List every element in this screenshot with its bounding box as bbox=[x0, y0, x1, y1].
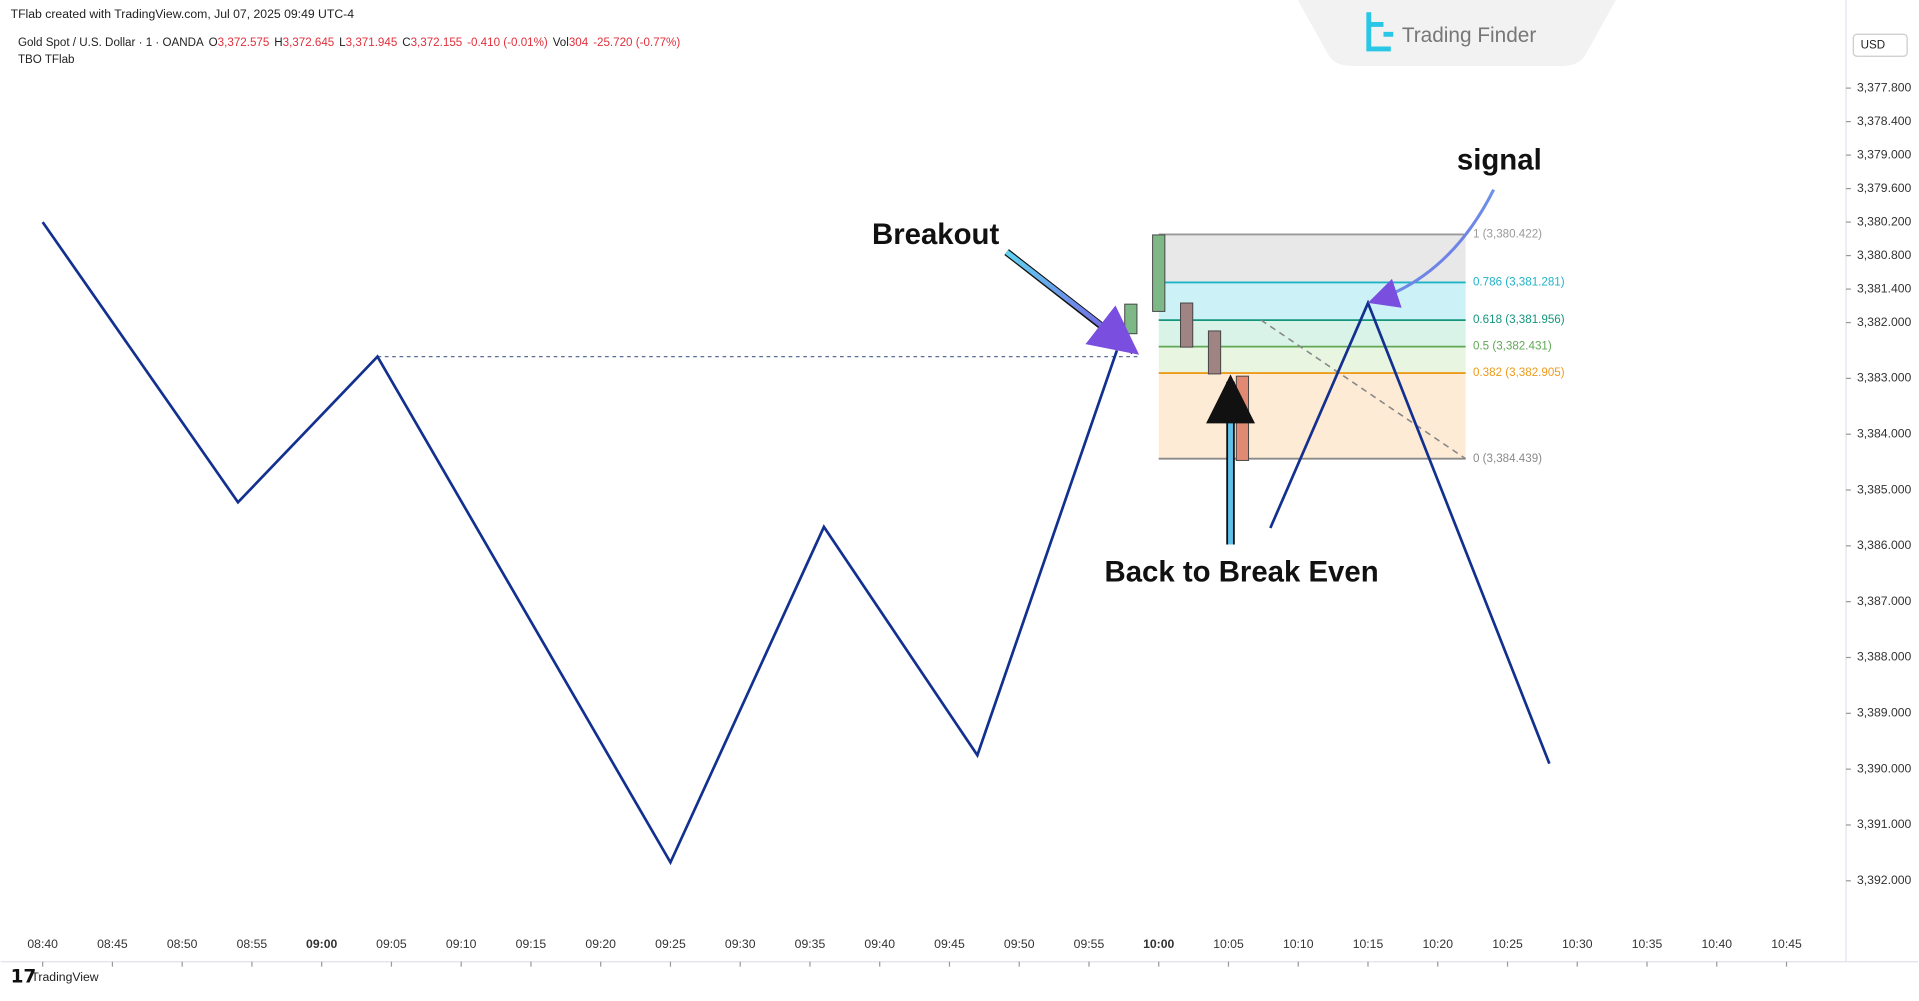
x-tick-label: 09:35 bbox=[795, 937, 826, 951]
x-tick-label: 09:45 bbox=[934, 937, 965, 951]
y-tick-label: 3,377.800 bbox=[1857, 80, 1912, 94]
fib-label: 0.382 (3,382.905) bbox=[1473, 366, 1565, 379]
signal-label: signal bbox=[1457, 143, 1542, 176]
y-tick-label: 3,380.800 bbox=[1857, 248, 1912, 262]
fib-label: 1 (3,380.422) bbox=[1473, 228, 1542, 241]
x-tick-label: 09:15 bbox=[516, 937, 547, 951]
y-tick-label: 3,382.000 bbox=[1857, 315, 1912, 329]
breakout-arrow bbox=[1005, 250, 1140, 355]
fib-label: 0.618 (3,381.956) bbox=[1473, 313, 1565, 326]
currency: USD bbox=[1861, 38, 1886, 51]
close-value: 3,372.155 bbox=[411, 36, 463, 49]
signal-arrow bbox=[1367, 188, 1495, 308]
fib-zone bbox=[1158, 234, 1466, 283]
y-tick-label: 3,378.400 bbox=[1857, 114, 1912, 128]
break-even-label: Back to Break Even bbox=[1104, 556, 1378, 589]
y-tick-label: 3,384.000 bbox=[1857, 426, 1912, 440]
y-tick-label: 3,380.200 bbox=[1857, 214, 1912, 228]
x-tick-label: 10:45 bbox=[1771, 937, 1802, 951]
x-tick-label: 09:40 bbox=[864, 937, 895, 951]
candle-body bbox=[1207, 330, 1222, 375]
y-tick-label: 3,387.000 bbox=[1857, 594, 1912, 608]
fib-label: 0.5 (3,382.431) bbox=[1473, 340, 1552, 353]
symbol-legend: Gold Spot / U.S. Dollar · 1 · OANDA O3,37… bbox=[18, 36, 680, 49]
vol-change: -25.720 (-0.77%) bbox=[593, 36, 680, 49]
x-tick-label: 10:05 bbox=[1213, 937, 1244, 951]
candle-body bbox=[1152, 234, 1166, 312]
x-tick-label: 09:55 bbox=[1074, 937, 1105, 951]
candle-body bbox=[1180, 302, 1194, 348]
vol-value: 304 bbox=[569, 36, 589, 49]
y-tick-label: 3,385.000 bbox=[1857, 482, 1912, 496]
x-tick-label: 10:20 bbox=[1422, 937, 1453, 951]
y-tick-label: 3,390.000 bbox=[1857, 761, 1912, 775]
x-tick-label: 10:10 bbox=[1283, 937, 1314, 951]
open-value: 3,372.575 bbox=[218, 36, 270, 49]
breakout-label: Breakout bbox=[872, 218, 999, 251]
fib-trend bbox=[1260, 319, 1467, 460]
low-value: 3,371.945 bbox=[346, 36, 398, 49]
fib-label: 0.786 (3,381.281) bbox=[1473, 275, 1565, 288]
x-tick-label: 10:35 bbox=[1632, 937, 1663, 951]
brand-name: Trading Finder bbox=[1402, 24, 1537, 47]
x-tick-label: 09:10 bbox=[446, 937, 477, 951]
high-label: H bbox=[274, 36, 282, 49]
high-value: 3,372.645 bbox=[283, 36, 335, 49]
y-tick-label: 3,381.400 bbox=[1857, 281, 1912, 295]
x-tick-label: 09:25 bbox=[655, 937, 686, 951]
y-tick-label: 3,379.000 bbox=[1857, 147, 1912, 161]
brand-icon bbox=[1366, 12, 1394, 52]
fib-zone bbox=[1158, 320, 1466, 347]
tv-logo: 𝟭𝟳 bbox=[11, 965, 37, 986]
candle-body bbox=[1124, 303, 1138, 335]
fib-zone bbox=[1158, 373, 1466, 459]
created-note: TFlab created with TradingView.com, Jul … bbox=[11, 7, 355, 21]
x-tick-label: 10:30 bbox=[1562, 937, 1593, 951]
symbol: Gold Spot / U.S. Dollar · 1 · OANDA bbox=[18, 36, 204, 49]
y-tick-label: 3,386.000 bbox=[1857, 538, 1912, 552]
low-label: L bbox=[339, 36, 346, 49]
y-tick-label: 3,391.000 bbox=[1857, 817, 1912, 831]
x-tick-label: 08:50 bbox=[167, 937, 198, 951]
x-tick-label: 08:40 bbox=[27, 937, 58, 951]
x-tick-label: 09:20 bbox=[585, 937, 616, 951]
x-tick-label: 10:00 bbox=[1143, 937, 1174, 951]
y-tick-label: 3,389.000 bbox=[1857, 706, 1912, 720]
y-tick-label: 3,392.000 bbox=[1857, 873, 1912, 887]
indicator-name: TBO TFlab bbox=[18, 53, 75, 66]
fib-label: 0 (3,384.439) bbox=[1473, 452, 1542, 465]
vol-label: Vol bbox=[553, 36, 569, 49]
candle-body bbox=[1235, 375, 1250, 461]
change-value: -0.410 (-0.01%) bbox=[467, 36, 548, 49]
x-tick-label: 10:25 bbox=[1492, 937, 1523, 951]
x-tick-label: 10:40 bbox=[1701, 937, 1732, 951]
footer-brand: TradingView bbox=[31, 970, 98, 984]
fib-zone bbox=[1158, 346, 1466, 374]
x-tick-label: 09:30 bbox=[725, 937, 756, 951]
x-tick-label: 09:00 bbox=[306, 937, 337, 951]
open-label: O bbox=[209, 36, 218, 49]
y-tick-label: 3,379.600 bbox=[1857, 181, 1912, 195]
x-tick-label: 08:55 bbox=[237, 937, 268, 951]
x-tick-label: 10:15 bbox=[1353, 937, 1384, 951]
x-tick-label: 08:45 bbox=[97, 937, 128, 951]
x-tick-label: 09:05 bbox=[376, 937, 407, 951]
y-tick-label: 3,383.000 bbox=[1857, 371, 1912, 385]
x-tick-label: 09:50 bbox=[1004, 937, 1035, 951]
fib-zone bbox=[1158, 282, 1466, 321]
y-tick-label: 3,388.000 bbox=[1857, 650, 1912, 664]
currency-box bbox=[1852, 33, 1908, 57]
close-label: C bbox=[402, 36, 410, 49]
